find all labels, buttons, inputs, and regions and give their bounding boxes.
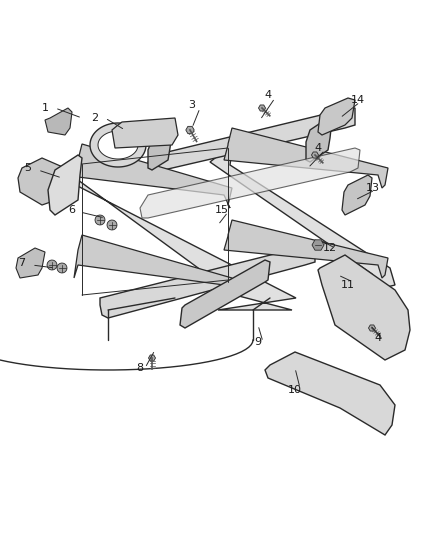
Polygon shape	[186, 126, 194, 134]
Polygon shape	[45, 108, 72, 135]
Polygon shape	[368, 325, 375, 331]
Polygon shape	[16, 248, 45, 278]
Text: 1: 1	[42, 103, 49, 113]
Text: 4: 4	[374, 333, 381, 343]
Text: 11: 11	[341, 280, 355, 290]
Polygon shape	[95, 215, 105, 225]
Text: 4: 4	[314, 143, 321, 153]
Text: 13: 13	[366, 183, 380, 193]
Text: 6: 6	[68, 205, 75, 215]
Polygon shape	[112, 118, 178, 148]
Text: 7: 7	[18, 258, 25, 268]
Polygon shape	[74, 144, 232, 208]
Polygon shape	[265, 352, 395, 435]
Polygon shape	[57, 263, 67, 273]
Polygon shape	[148, 108, 355, 172]
Polygon shape	[210, 148, 395, 290]
Polygon shape	[90, 123, 146, 167]
Polygon shape	[306, 118, 332, 162]
Polygon shape	[107, 220, 117, 230]
Polygon shape	[311, 152, 318, 158]
Text: 3: 3	[188, 100, 195, 110]
Text: 12: 12	[323, 243, 337, 253]
Text: 4: 4	[265, 90, 272, 100]
Polygon shape	[62, 162, 296, 310]
Polygon shape	[224, 128, 388, 188]
Polygon shape	[318, 255, 410, 360]
Text: 15: 15	[215, 205, 229, 215]
Text: 8: 8	[137, 363, 144, 373]
Polygon shape	[312, 240, 324, 250]
Polygon shape	[18, 158, 68, 205]
Polygon shape	[48, 155, 82, 215]
Polygon shape	[74, 235, 232, 298]
Text: 10: 10	[288, 385, 302, 395]
Polygon shape	[318, 98, 355, 135]
Text: 2: 2	[92, 113, 99, 123]
Text: 14: 14	[351, 95, 365, 105]
Polygon shape	[180, 260, 270, 328]
Polygon shape	[140, 148, 360, 218]
Text: 5: 5	[25, 163, 32, 173]
Polygon shape	[100, 245, 315, 318]
Polygon shape	[148, 130, 172, 170]
Polygon shape	[258, 105, 265, 111]
Polygon shape	[98, 131, 138, 159]
Polygon shape	[342, 175, 372, 215]
Polygon shape	[224, 220, 388, 278]
Polygon shape	[47, 260, 57, 270]
Polygon shape	[148, 355, 155, 361]
Text: 9: 9	[254, 337, 261, 347]
